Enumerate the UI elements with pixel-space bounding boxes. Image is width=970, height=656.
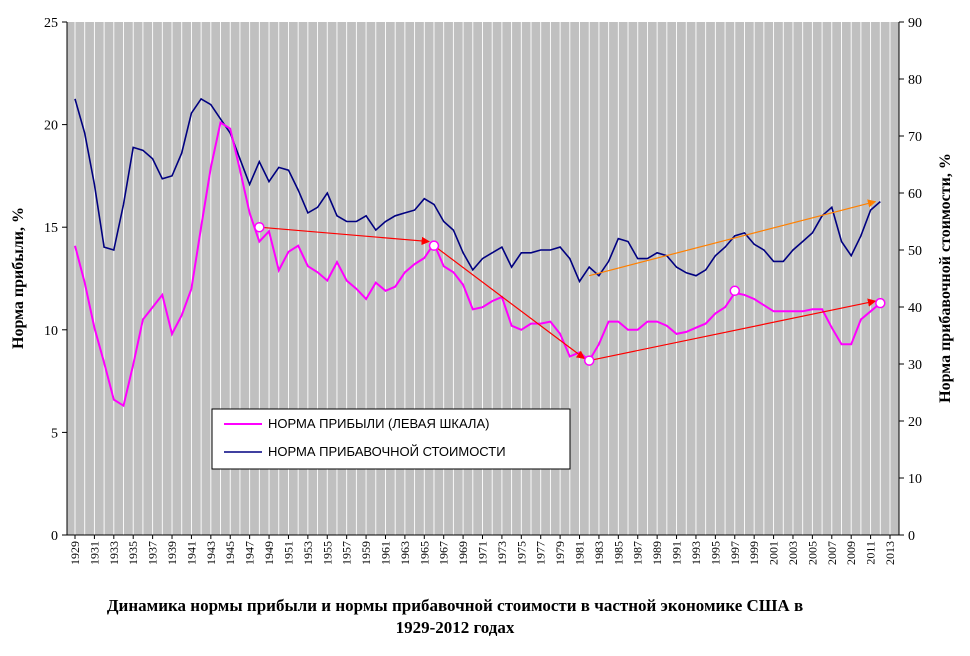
- profit-markers: [254, 221, 886, 366]
- profit-marker: [875, 297, 886, 309]
- x-tick-label: 1939: [165, 541, 179, 565]
- right-tick-label: 90: [908, 16, 922, 31]
- trend-arrow-red: [259, 226, 430, 246]
- x-tick-label: 1979: [553, 541, 567, 565]
- left-tick-label: 5: [51, 426, 58, 441]
- profit-marker: [428, 240, 440, 251]
- legend-box: [211, 408, 571, 470]
- x-tick-label: 1951: [281, 541, 295, 565]
- x-tick-label: 1977: [534, 541, 548, 565]
- x-tick-label: 1957: [340, 541, 354, 565]
- x-tick-label: 1991: [670, 541, 684, 565]
- right-tick-label: 30: [908, 358, 922, 373]
- x-tick-label: 1947: [243, 541, 257, 565]
- trend-arrow-orange: [589, 199, 877, 277]
- x-tick-labels: 1929 1931 1933 1935 1937 1939 1941 1943 1945 1947…: [68, 535, 897, 565]
- chart-title-line1: Динамика нормы прибыли и нормы прибавочн…: [106, 596, 804, 615]
- y-axis-left-title: Норма прибыли, %: [10, 207, 27, 349]
- x-tick-label: 2003: [786, 541, 800, 565]
- x-tick-label: 1937: [146, 541, 160, 565]
- right-tick-labels: 0 10 20 30 40 50 60 70 80 90: [899, 16, 922, 544]
- x-tick-label: 2009: [844, 541, 858, 565]
- x-tick-label: 1995: [708, 541, 722, 565]
- x-tick-label: 1989: [650, 541, 664, 565]
- x-tick-label: 1993: [689, 541, 703, 565]
- x-tick-label: 1961: [378, 541, 392, 565]
- right-tick-label: 80: [908, 73, 922, 88]
- x-tick-label: 1983: [592, 541, 606, 565]
- trend-arrows: [259, 199, 877, 362]
- x-tick-label: 2011: [864, 541, 878, 565]
- profit-rate-series-line: [74, 120, 881, 408]
- x-tick-label: 1975: [514, 541, 528, 565]
- left-tick-label: 0: [51, 529, 58, 544]
- profit-marker: [254, 221, 265, 233]
- trend-arrow-red: [433, 245, 586, 360]
- x-tick-label: 1971: [476, 541, 490, 565]
- y-axis-right-title: Норма прибавочной стоимости, %: [937, 153, 954, 403]
- x-tick-label: 1965: [417, 541, 431, 565]
- legend: НОРМА ПРИБЫЛИ (ЛЕВАЯ ШКАЛА) НОРМА ПРИБАВ…: [211, 408, 571, 470]
- x-tick-label: 1945: [223, 541, 237, 565]
- x-tick-label: 1929: [68, 541, 82, 565]
- x-tick-label: 2005: [805, 541, 819, 565]
- left-tick-label: 20: [44, 119, 58, 134]
- x-tick-label: 2007: [825, 541, 839, 565]
- x-tick-label: 1931: [87, 541, 101, 565]
- left-tick-label: 25: [44, 16, 58, 31]
- x-tick-label: 1981: [573, 541, 587, 565]
- x-tick-label: 1999: [747, 541, 761, 565]
- x-tick-label: 1967: [437, 541, 451, 565]
- right-tick-label: 20: [908, 415, 922, 430]
- left-tick-labels: 0 5 10 15 20 25: [44, 16, 67, 544]
- chart-title: Динамика нормы прибыли и нормы прибавочн…: [0, 595, 910, 639]
- chart-title-line2: 1929-2012 годах: [395, 618, 515, 637]
- x-tick-label: 2013: [883, 541, 897, 565]
- x-tick-label: 1933: [107, 541, 121, 565]
- legend-label-profit: НОРМА ПРИБЫЛИ (ЛЕВАЯ ШКАЛА): [268, 416, 489, 431]
- right-tick-label: 70: [908, 130, 922, 145]
- x-tick-label: 1987: [631, 541, 645, 565]
- x-tick-label: 1973: [495, 541, 509, 565]
- right-tick-label: 60: [908, 187, 922, 202]
- x-tick-label: 1963: [398, 541, 412, 565]
- x-tick-label: 1949: [262, 541, 276, 565]
- right-tick-label: 10: [908, 472, 922, 487]
- x-tick-label: 1935: [126, 541, 140, 565]
- x-tick-label: 1953: [301, 541, 315, 565]
- trend-arrow-red: [589, 298, 877, 362]
- right-tick-label: 40: [908, 301, 922, 316]
- x-tick-label: 1959: [359, 541, 373, 565]
- x-tick-label: 1985: [611, 541, 625, 565]
- x-tick-label: 1941: [184, 541, 198, 565]
- left-tick-label: 15: [44, 221, 58, 236]
- legend-label-surplus: НОРМА ПРИБАВОЧНОЙ СТОИМОСТИ: [268, 444, 506, 459]
- profit-marker: [583, 355, 595, 366]
- x-tick-label: 1969: [456, 541, 470, 565]
- left-tick-label: 10: [44, 324, 58, 339]
- x-tick-label: 1955: [320, 541, 334, 565]
- profit-marker: [729, 285, 741, 297]
- x-tick-label: 2001: [767, 541, 781, 565]
- x-tick-label: 1943: [204, 541, 218, 565]
- x-tick-label: 1997: [728, 541, 742, 565]
- right-tick-label: 0: [908, 529, 915, 544]
- right-tick-label: 50: [908, 244, 922, 259]
